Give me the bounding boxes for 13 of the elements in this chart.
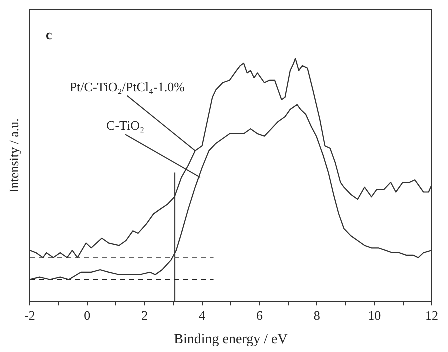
x-tick-label: 6: [256, 308, 264, 323]
x-axis-title: Binding energy / eV: [174, 332, 288, 348]
annotation: Pt/C-TiO₂/PtCl₄-1.0%: [70, 79, 186, 94]
x-tick-label: 0: [84, 308, 91, 323]
text: c: [46, 28, 52, 44]
annotation: C-TiO₂: [106, 118, 145, 134]
y-axis-title: Intensity / a.u.: [6, 118, 22, 193]
x-tick-label: 10: [368, 308, 382, 323]
x-tick-label: 2: [142, 308, 148, 323]
x-tick-label: -2: [24, 308, 36, 323]
x-tick-label: 8: [314, 308, 320, 323]
x-tick-label: 12: [426, 308, 438, 323]
x-tick-label: 4: [199, 308, 206, 323]
